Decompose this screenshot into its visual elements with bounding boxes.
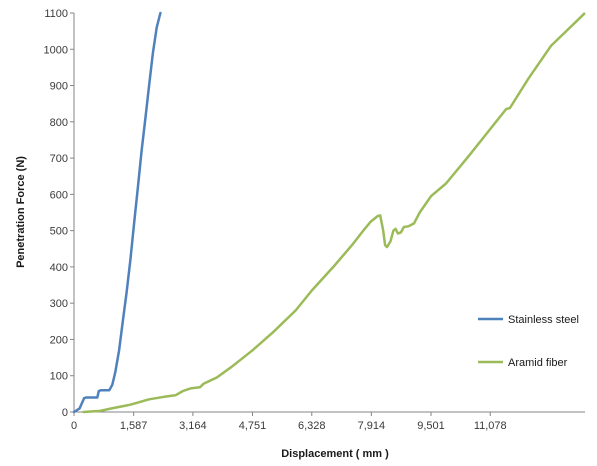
y-tick-label: 500 [50, 226, 68, 238]
y-tick-label: 1000 [44, 44, 68, 56]
y-tick-label: 700 [50, 153, 68, 165]
x-tick-label: 6,328 [298, 420, 326, 432]
x-tick-label: 7,914 [358, 420, 386, 432]
legend-label-aramid-fiber: Aramid fiber [508, 357, 568, 369]
legend-label-stainless-steel: Stainless steel [508, 314, 579, 326]
y-tick-label: 400 [50, 262, 68, 274]
x-tick-label: 1,587 [120, 420, 148, 432]
y-tick-label: 600 [50, 189, 68, 201]
x-tick-label: 11,078 [474, 420, 507, 432]
y-axis-title: Penetration Force (N) [15, 156, 27, 268]
y-tick-label: 1100 [44, 8, 68, 20]
x-tick-label: 9,501 [417, 420, 445, 432]
series-line-stainless-steel [72, 11, 162, 414]
x-tick-label: 0 [71, 420, 77, 432]
legend: Stainless steel Aramid fiber [478, 314, 579, 369]
y-tick-label: 200 [50, 334, 68, 346]
x-axis-title: Displacement ( mm ) [281, 448, 389, 460]
series-layer [72, 11, 586, 414]
x-tick-label: 4,751 [239, 420, 267, 432]
y-tick-label: 300 [50, 298, 68, 310]
axes: 0 100 200 300 400 500 600 700 800 900 1000 1100 0 1,5… [44, 8, 585, 432]
y-tick-label: 800 [50, 117, 68, 129]
y-tick-label: 100 [50, 371, 68, 383]
x-tick-label: 3,164 [179, 420, 207, 432]
y-tick-label: 0 [62, 407, 68, 419]
y-tick-label: 900 [50, 81, 68, 93]
series-line-aramid-fiber [82, 12, 586, 414]
